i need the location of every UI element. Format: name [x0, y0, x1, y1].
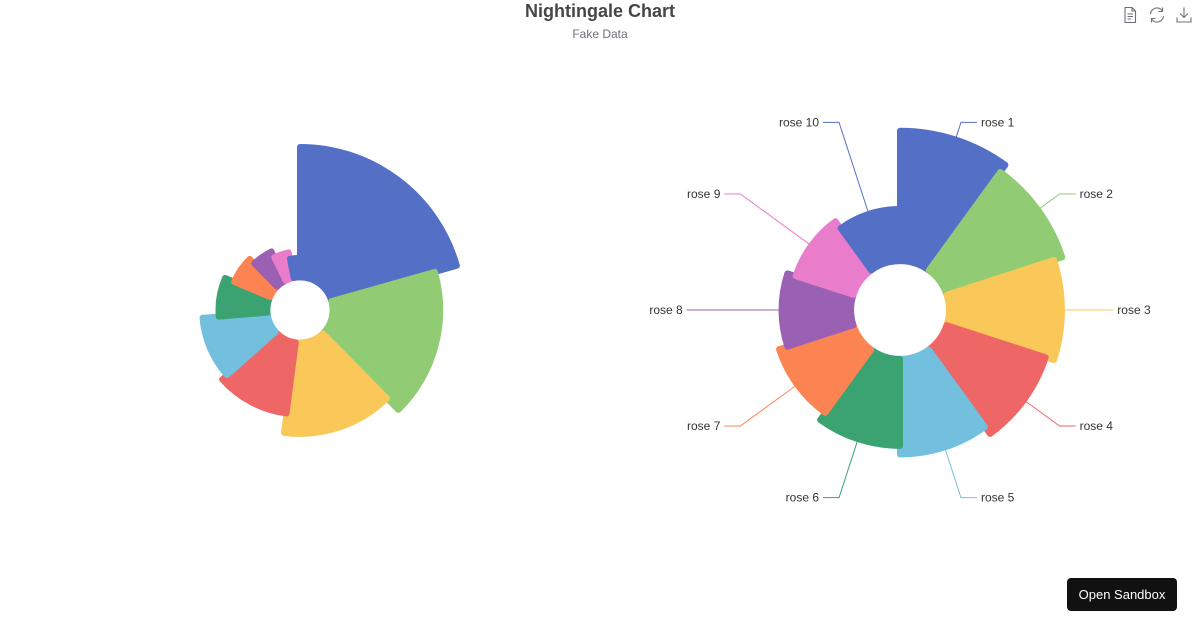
slice-label: rose 5	[981, 491, 1015, 505]
label-line	[823, 440, 858, 499]
label-line	[1039, 193, 1076, 209]
slice-label: rose 9	[687, 187, 721, 201]
rose-slice[interactable]	[297, 144, 460, 305]
rose-slice[interactable]	[776, 322, 875, 416]
label-line	[823, 121, 869, 213]
rose-slice[interactable]	[897, 346, 988, 458]
rose-slice[interactable]	[925, 168, 1066, 298]
toolbox	[1120, 5, 1194, 25]
rose-chart-area-mode: rose 1 rose 2 rose 3 rose 4 rose 5 rose 6 rose…	[649, 115, 1151, 504]
rose-slice[interactable]	[215, 274, 274, 320]
rose-slice[interactable]	[837, 205, 903, 274]
label-line	[724, 193, 810, 245]
label-line	[724, 385, 796, 427]
slice-label: rose 10	[779, 115, 819, 129]
rose-slice[interactable]	[925, 322, 1049, 437]
data-view-icon[interactable]	[1120, 5, 1140, 25]
save-as-image-icon[interactable]	[1174, 5, 1194, 25]
slice-label: rose 2	[1080, 187, 1114, 201]
slice-label: rose 1	[981, 115, 1015, 129]
rose-slice[interactable]	[817, 346, 903, 449]
rose-slice[interactable]	[199, 309, 279, 379]
label-line	[955, 121, 977, 138]
chart-subtitle: Fake Data	[572, 27, 628, 41]
rose-slice[interactable]	[319, 268, 444, 413]
slice-label: rose 7	[687, 419, 721, 433]
rose-slice[interactable]	[286, 254, 303, 282]
label-line	[1025, 400, 1076, 427]
slice-label: rose 4	[1080, 419, 1114, 433]
slice-label: rose 6	[786, 491, 820, 505]
rose-slice[interactable]	[792, 218, 875, 298]
label-line	[944, 449, 977, 499]
rose-slice[interactable]	[943, 256, 1065, 364]
open-sandbox-button[interactable]: Open Sandbox	[1067, 578, 1177, 611]
slice-label: rose 3	[1117, 303, 1151, 317]
rose-slice[interactable]	[280, 330, 390, 437]
rose-slice[interactable]	[219, 328, 299, 417]
slice-label: rose 8	[649, 303, 683, 317]
rose-slice[interactable]	[897, 127, 1009, 274]
rose-chart-radius-mode	[199, 144, 460, 437]
chart-title: Nightingale Chart	[524, 1, 675, 21]
restore-icon[interactable]	[1147, 5, 1167, 25]
